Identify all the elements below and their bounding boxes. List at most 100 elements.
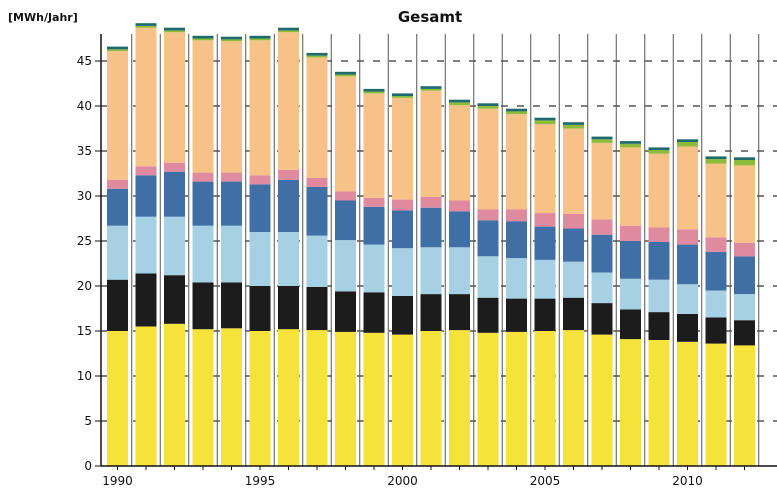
bar-segment <box>392 97 413 200</box>
x-tick-label: 2005 <box>530 474 561 488</box>
bar-segment <box>563 228 584 262</box>
bar-segment <box>363 292 385 333</box>
bar-segment <box>449 200 470 212</box>
bar-segment <box>192 35 214 39</box>
bar-segment <box>563 124 584 129</box>
bar-segment <box>648 241 670 280</box>
bar-segment <box>335 200 356 241</box>
bar-segment <box>591 136 613 140</box>
bar-segment <box>164 162 185 172</box>
chart-title: Gesamt <box>398 8 462 26</box>
y-tick-label: 40 <box>77 99 92 113</box>
bar-segment <box>477 220 499 257</box>
bar-segment <box>420 294 442 331</box>
bar-segment <box>620 141 641 144</box>
bar-segment <box>648 153 670 228</box>
bar-segment <box>563 297 584 331</box>
bar-segment <box>477 297 499 333</box>
bar-segment <box>705 317 727 344</box>
bar-segment <box>363 91 385 94</box>
bar-segment <box>506 258 527 299</box>
bar-segment <box>734 345 755 466</box>
bar-segment <box>192 181 214 226</box>
bar-segment <box>363 206 385 245</box>
bar-segment <box>449 211 470 248</box>
bar-segment <box>734 294 755 321</box>
bar-segment <box>620 143 641 148</box>
bar-segment <box>221 39 242 42</box>
bar-segment <box>221 282 242 329</box>
bar-segment <box>591 303 613 335</box>
bar-segment <box>620 309 641 340</box>
bar-segment <box>107 51 128 180</box>
bar-segment <box>278 179 299 232</box>
bar-segment <box>477 209 499 221</box>
bar-segment <box>563 214 584 229</box>
bar-segment <box>420 331 442 466</box>
bar-segment <box>221 328 242 466</box>
bar-segment <box>477 106 499 109</box>
x-tick-label: 2000 <box>387 474 418 488</box>
bar-segment <box>221 172 242 182</box>
bar-segment <box>164 27 185 31</box>
bar-segment <box>306 187 328 236</box>
bar-segment <box>420 90 442 197</box>
bar-segment <box>278 27 299 31</box>
bar-segment <box>506 298 527 332</box>
bar-segment <box>249 40 271 176</box>
bar-segment <box>335 191 356 201</box>
bar-segment <box>563 128 584 214</box>
bar-segment <box>677 139 698 142</box>
bar-segment <box>249 175 271 185</box>
bar-segment <box>705 159 727 164</box>
bar-segment <box>477 256 499 298</box>
bar-segment <box>192 225 214 283</box>
y-tick-label: 20 <box>77 279 92 293</box>
bar-segment <box>249 232 271 286</box>
bar-segment <box>620 241 641 279</box>
y-tick-label: 30 <box>77 189 92 203</box>
y-tick-label: 0 <box>84 459 92 473</box>
bar-segment <box>164 323 185 466</box>
bar-segment <box>306 330 328 466</box>
bar-segment <box>306 57 328 178</box>
bar-segment <box>392 93 413 97</box>
bar-segment <box>420 196 442 208</box>
axes: 0 5 10 15 20 25 30 35 40 45 1990 1995 2000 2005 2010 <box>77 34 777 488</box>
bar-segment <box>135 216 157 274</box>
bar-segment <box>192 329 214 466</box>
bar-segment <box>335 331 356 466</box>
bar-segment <box>506 114 527 210</box>
bar-segment <box>677 244 698 285</box>
bar-segment <box>506 111 527 115</box>
bar-segment <box>449 99 470 103</box>
bar-segment <box>164 216 185 276</box>
bar-segment <box>249 184 271 232</box>
x-tick-label: 2010 <box>672 474 703 488</box>
bar-segment <box>620 225 641 241</box>
bar-segment <box>249 331 271 466</box>
bar-segment <box>192 282 214 330</box>
bar-segment <box>306 235 328 287</box>
bar-segment <box>449 247 470 295</box>
bar-segment <box>420 88 442 91</box>
bar-segment <box>278 169 299 180</box>
bars <box>107 23 755 466</box>
bar-segment <box>677 284 698 314</box>
bar-segment <box>563 122 584 125</box>
bar-segment <box>221 36 242 40</box>
bar-segment <box>591 334 613 466</box>
bar-segment <box>705 290 727 318</box>
bar-segment <box>107 179 128 189</box>
bar-segment <box>249 286 271 331</box>
bar-segment <box>734 165 755 243</box>
bar-segment <box>392 96 413 98</box>
bar-segment <box>278 30 299 33</box>
bar-segment <box>306 55 328 58</box>
bar-segment <box>249 35 271 39</box>
bar-segment <box>591 272 613 304</box>
bar-segment <box>306 178 328 187</box>
bar-segment <box>135 175 157 217</box>
bar-segment <box>420 207 442 248</box>
